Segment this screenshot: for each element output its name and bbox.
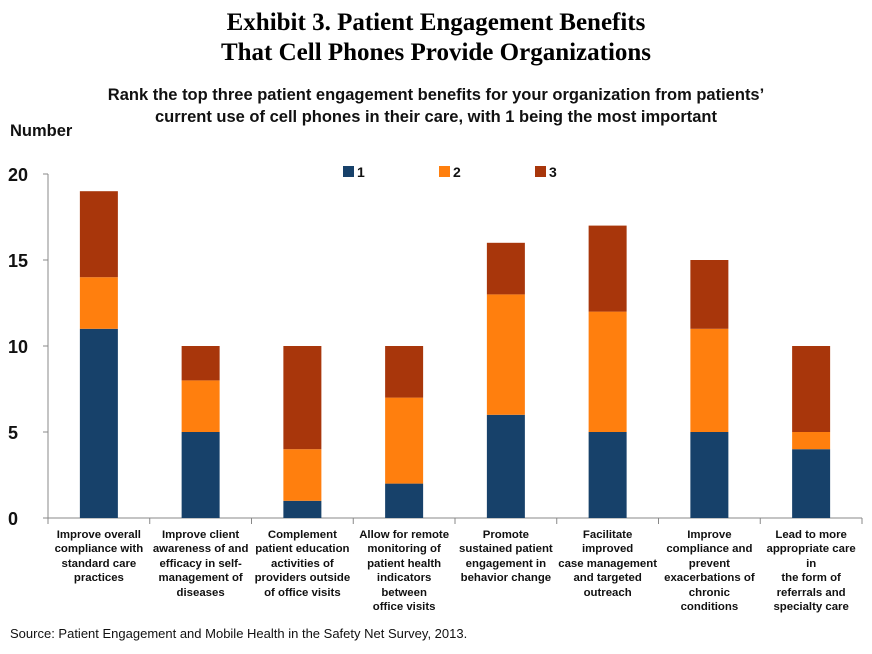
x-category-label: Improve overall compliance with standard c… [49,528,149,586]
x-category-label-line: practices [73,572,124,585]
bar-series-2 [792,432,831,450]
bar-series-3 [283,346,322,450]
y-axis-title: Number [10,122,73,140]
x-category-label: Lead to more appropriate care in the form … [761,528,861,614]
x-category-label-line: of office visits [264,586,341,599]
x-category-label-line: activities of [271,557,334,570]
x-category-label-line: outreach [583,586,632,599]
x-category-label: Promote sustained patient engagement in beh… [456,528,556,586]
x-category-label-line: Improve client [162,529,240,541]
y-tick-label: 0 [8,509,18,529]
bar-series-1 [79,328,118,518]
bar-series-2 [588,311,627,432]
chart-title-line-2: That Cell Phones Provide Organizations [220,39,652,66]
x-category-label-line: the form of [781,572,841,585]
y-tick-label: 20 [8,165,28,185]
source-note: Source: Patient Engagement and Mobile He… [10,626,468,641]
y-tick-label: 15 [8,251,28,271]
x-category-label-line: and targeted [573,572,642,585]
bar-series-2 [385,397,424,484]
y-tick-label: 10 [8,337,28,357]
bar-series-1 [792,449,831,518]
x-category-label-line: engagement in [465,557,547,570]
y-tick-label: 5 [8,423,18,443]
x-category-label-line: efficacy in self- [159,557,242,570]
bar-series-2 [79,277,118,329]
x-category-label-line: awareness of and [152,543,249,556]
x-category-label-line: office visits [372,601,436,614]
x-category-label: Improve compliance and prevent exacerbation… [659,528,759,614]
legend-label-3: 3 [549,164,557,180]
x-category-label-line: specialty care [773,601,849,614]
bar-series-3 [792,346,831,432]
x-category-label-line: chronic conditions [680,586,739,614]
bar-series-2 [486,294,525,415]
chart-title: Exhibit 3. Patient Engagement Benefits T… [0,8,872,68]
bar-series-1 [588,432,627,518]
x-category-label-line: exacerbations of [664,572,755,585]
x-category-label-line: diseases [176,586,225,599]
legend-label-1: 1 [357,164,365,180]
chart-subtitle: Rank the top three patient engagement be… [60,84,812,128]
bar-series-3 [588,225,627,312]
x-category-label-line: compliance and [666,543,753,556]
bar-series-2 [283,449,322,501]
bar-series-1 [181,432,220,518]
chart-subtitle-line-2: current use of cell phones in their care… [154,108,717,126]
legend-swatch-3 [535,166,546,177]
bar-series-2 [181,380,220,432]
bar-series-1 [385,483,424,518]
x-category-label-line: patient health [367,557,442,570]
bar-series-3 [486,242,525,295]
chart-title-line-1: Exhibit 3. Patient Engagement Benefits [226,9,646,36]
bar-series-1 [283,500,322,518]
bar-series-3 [181,346,220,381]
x-category-label-line: management of [158,572,243,585]
x-category-label-line: indicators between [376,572,432,599]
bar-series-3 [79,191,118,278]
x-category-label-line: Allow for remote [359,529,450,541]
x-category-label-line: Promote [482,529,529,541]
bar-series-3 [690,260,729,329]
bar-series-1 [486,414,525,518]
x-category-label-line: appropriate care in [766,543,856,570]
x-category-label: Complement patient education activities of… [252,528,352,600]
x-category-label-line: Improve overall [56,529,141,541]
x-category-label-line: Facilitate improved [581,529,634,556]
bar-series-2 [690,328,729,432]
x-category-label-line: patient education [255,543,350,556]
x-category-label-line: standard care [61,557,137,570]
legend-label-2: 2 [453,164,461,180]
x-category-label-line: Lead to more [775,529,847,541]
bar-series-1 [690,432,729,518]
x-category-label-line: referrals and [776,586,846,599]
x-category-label-line: sustained patient [459,543,553,556]
x-category-label-line: Improve [687,529,732,541]
x-category-label-line: prevent [688,557,730,570]
x-category-label: Facilitate improved case management and ta… [558,528,658,600]
x-category-label: Allow for remote monitoring of patient hea… [354,528,454,614]
x-category-label-line: providers outside [254,572,351,585]
x-category-label-line: Complement [267,529,337,541]
legend-swatch-2 [439,166,450,177]
chart-subtitle-line-1: Rank the top three patient engagement be… [107,86,765,104]
x-category-label-line: monitoring of [367,543,441,556]
x-category-label-line: behavior change [460,572,552,585]
x-category-label: Improve client awareness of and efficacy i… [151,528,251,600]
bar-series-3 [385,346,424,398]
legend-swatch-1 [343,166,354,177]
x-category-label-line: compliance with [54,543,144,556]
x-category-label-line: case management [558,557,658,570]
